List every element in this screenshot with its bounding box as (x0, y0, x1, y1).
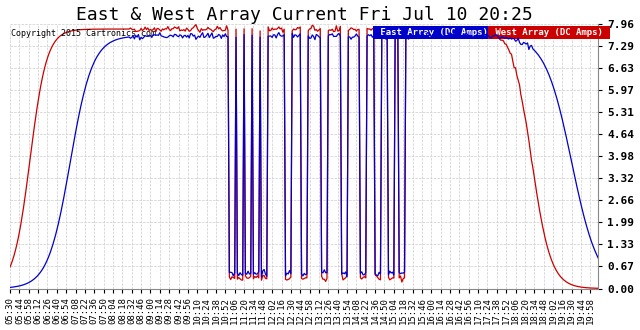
Text: East Array (DC Amps): East Array (DC Amps) (375, 28, 493, 37)
Text: Copyright 2015 Cartronics.com: Copyright 2015 Cartronics.com (12, 29, 156, 38)
Title: East & West Array Current Fri Jul 10 20:25: East & West Array Current Fri Jul 10 20:… (76, 6, 532, 23)
Text: West Array (DC Amps): West Array (DC Amps) (490, 28, 608, 37)
